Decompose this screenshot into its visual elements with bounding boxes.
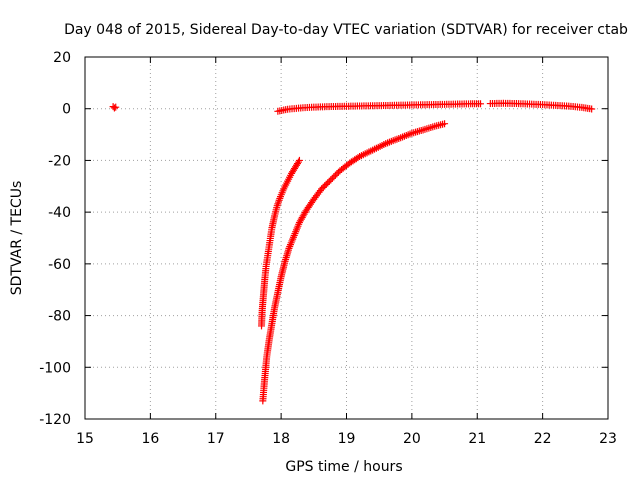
y-tick-label: -20 — [48, 153, 71, 169]
y-tick-label: -80 — [48, 309, 71, 325]
data-point — [477, 100, 485, 108]
data-point — [112, 103, 120, 111]
data-point — [294, 158, 302, 166]
grid-lines — [85, 57, 608, 419]
data-point — [333, 170, 341, 178]
data-point — [441, 120, 449, 128]
x-tick-label: 23 — [599, 431, 617, 447]
data-point — [354, 154, 362, 162]
y-tick-label: -100 — [39, 360, 71, 376]
data-point — [295, 156, 303, 164]
y-tick-label: 20 — [53, 50, 71, 66]
x-tick-label: 16 — [141, 431, 159, 447]
x-axis-tick-labels: 15 16 17 18 19 20 21 22 23 — [76, 431, 617, 447]
data-point — [330, 173, 338, 181]
y-axis-label: SDTVAR / TECUs — [9, 181, 25, 296]
y-tick-label: -120 — [39, 412, 71, 428]
x-tick-label: 22 — [534, 431, 552, 447]
x-tick-label: 15 — [76, 431, 94, 447]
data-point — [327, 176, 335, 184]
x-tick-label: 18 — [272, 431, 290, 447]
data-point — [324, 179, 332, 187]
data-point — [328, 174, 336, 182]
data-points — [109, 99, 596, 405]
y-tick-label: -40 — [48, 205, 71, 221]
chart-title: Day 048 of 2015, Sidereal Day-to-day VTE… — [64, 22, 628, 38]
data-point — [318, 185, 326, 193]
y-tick-label: 0 — [62, 102, 71, 118]
data-point — [588, 105, 596, 113]
y-axis-tick-labels: 20 0 -20 -40 -60 -80 -100 -120 — [39, 50, 71, 428]
data-point — [321, 182, 329, 190]
data-point — [319, 183, 327, 191]
x-tick-label: 20 — [403, 431, 421, 447]
x-tick-label: 21 — [468, 431, 486, 447]
data-point — [110, 104, 118, 112]
data-point — [331, 171, 339, 179]
x-axis-label: GPS time / hours — [285, 459, 402, 475]
data-point — [322, 180, 330, 188]
plot-frame — [84, 56, 609, 420]
x-tick-label: 19 — [338, 431, 356, 447]
x-tick-label: 17 — [207, 431, 225, 447]
data-point — [325, 177, 333, 185]
y-tick-label: -60 — [48, 257, 71, 273]
